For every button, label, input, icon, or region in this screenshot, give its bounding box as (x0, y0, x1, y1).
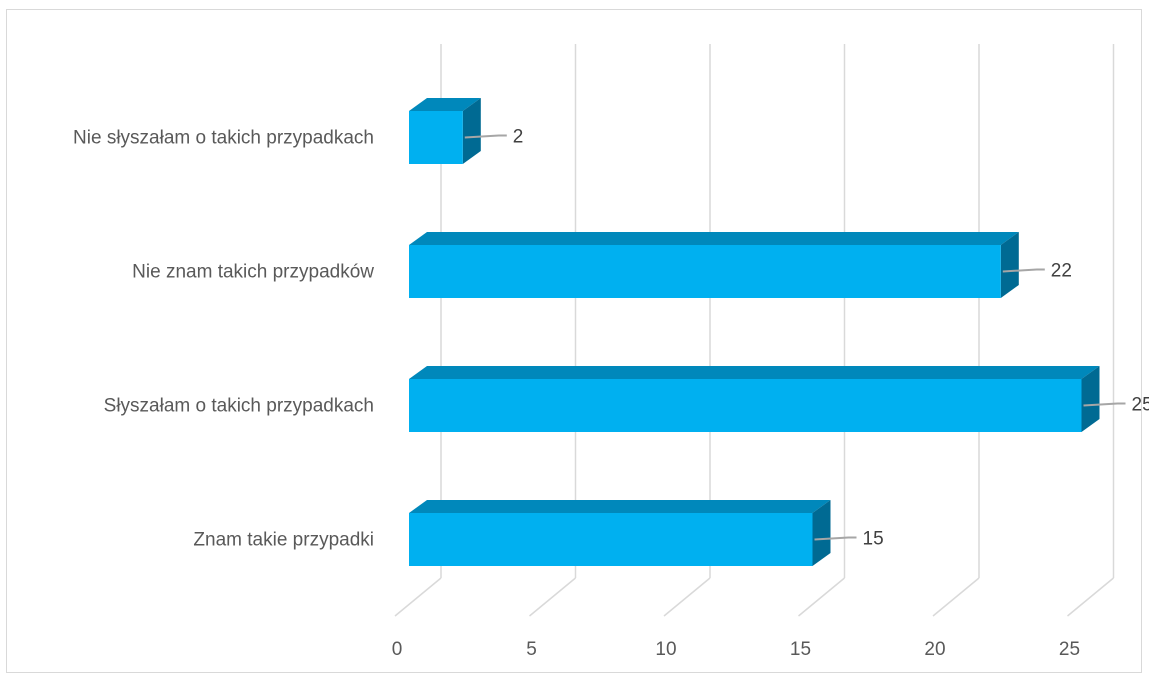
x-tick-label: 15 (790, 639, 811, 660)
floor-gridline (394, 577, 442, 617)
data-label-leader (464, 134, 507, 139)
category-label: Nie znam takich przypadków (132, 262, 374, 283)
bar-side-face (462, 98, 481, 164)
floor-gridline (663, 577, 711, 617)
bars (409, 98, 1100, 566)
data-label-leader (1083, 402, 1126, 407)
bar-top-face (409, 98, 481, 111)
bar-side-face (812, 500, 831, 566)
x-tick-label: 0 (392, 639, 403, 660)
floor-gridline (798, 577, 845, 617)
floor-gridline (1067, 577, 1114, 617)
category-label: Nie słyszałam o takich przypadkach (73, 128, 374, 149)
floor-gridline (529, 577, 576, 617)
bar-front-face (409, 111, 463, 164)
x-tick-label: 20 (924, 639, 945, 660)
data-label-leader (1002, 268, 1045, 273)
category-label: Słyszałam o takich przypadkach (104, 396, 374, 417)
data-label-leader (814, 536, 857, 541)
bar (409, 500, 831, 566)
bar-front-face (409, 379, 1082, 432)
floor-gridline (932, 577, 980, 617)
category-label: Znam takie przypadki (193, 530, 374, 551)
data-label: 22 (1051, 261, 1072, 282)
bar-front-face (409, 513, 813, 566)
labels: 0 5 10 15 20 25 2 Nie słyszałam o takich przypa… (73, 127, 1149, 661)
x-tick-label: 10 (655, 639, 676, 660)
bar-front-face (409, 245, 1001, 298)
bar-top-face (409, 500, 831, 513)
x-tick-label: 25 (1059, 639, 1080, 660)
bar (409, 98, 481, 164)
bar-top-face (409, 232, 1019, 245)
data-label: 25 (1132, 395, 1149, 416)
data-label: 2 (513, 127, 524, 148)
bar-side-face (1081, 366, 1100, 432)
bar-top-face (409, 366, 1100, 379)
bar (409, 232, 1019, 298)
data-label: 15 (863, 529, 884, 550)
x-tick-label: 5 (526, 639, 537, 660)
bar (409, 366, 1100, 432)
bar-side-face (1000, 232, 1019, 298)
